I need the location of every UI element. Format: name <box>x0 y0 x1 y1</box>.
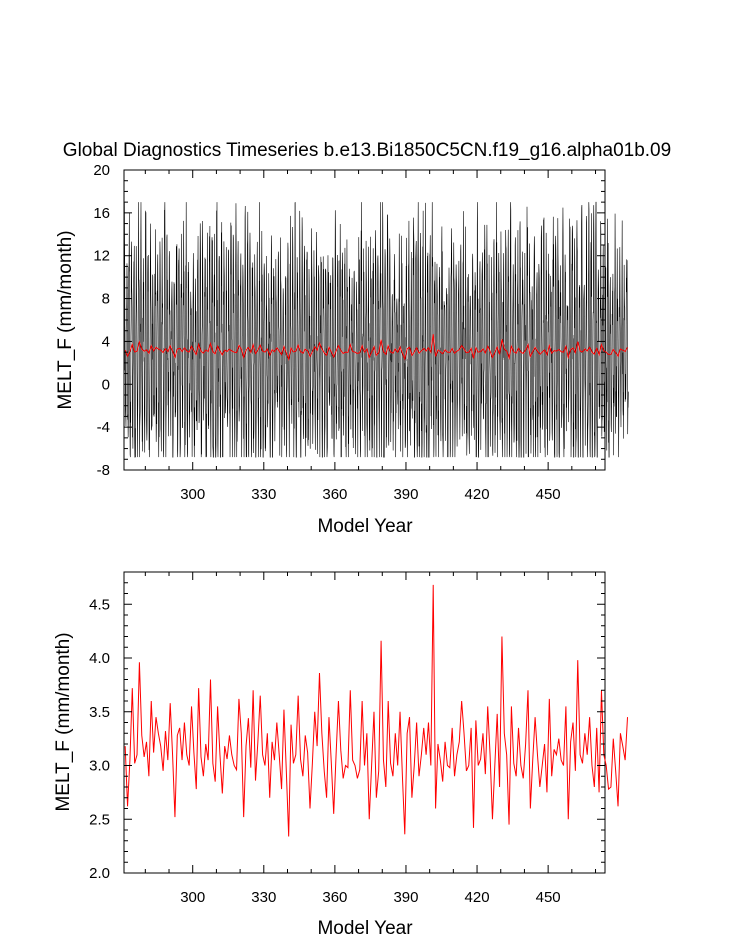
bottom-y-axis-label: MELT_F (mm/month) <box>53 632 74 811</box>
top-y-tick-label: 8 <box>102 291 110 308</box>
top-y-tick-label: 16 <box>93 205 110 222</box>
bottom-x-tick-label: 360 <box>322 889 347 906</box>
annual-mean-line <box>124 334 628 362</box>
bottom-x-tick-label: 300 <box>180 889 205 906</box>
bottom-x-axis-label: Model Year <box>317 918 413 939</box>
top-x-tick-label: 300 <box>180 486 205 503</box>
bottom-plot-frame <box>123 571 606 874</box>
bottom-y-tick-label: 4.0 <box>89 650 110 667</box>
top-ticks: 300 330 360 390 420 450 -8 -4 0 4 8 12 16 20 <box>93 162 605 503</box>
bottom-y-tick-label: 2.0 <box>89 865 110 882</box>
top-y-tick-label: 4 <box>102 333 110 350</box>
top-x-axis-label: Model Year <box>317 516 413 537</box>
top-x-tick-label: 330 <box>251 486 276 503</box>
top-x-tick-label: 360 <box>322 486 347 503</box>
top-y-tick-label: -4 <box>97 419 110 436</box>
bottom-y-tick-label: 2.5 <box>89 811 110 828</box>
top-y-tick-label: -8 <box>97 462 110 479</box>
bottom-y-tick-label: 3.0 <box>89 758 110 775</box>
top-y-tick-label: 20 <box>93 162 110 179</box>
bottom-ticks: 300 330 360 390 420 450 2.0 2.5 3.0 3.5 4.0 4.5 <box>89 572 605 906</box>
top-x-tick-label: 420 <box>465 486 490 503</box>
bottom-x-tick-label: 450 <box>536 889 561 906</box>
annual-mean-line <box>124 584 629 837</box>
monthly-line <box>123 201 629 458</box>
top-x-tick-label: 390 <box>393 486 418 503</box>
chart-title: Global Diagnostics Timeseries b.e13.Bi18… <box>63 140 671 161</box>
bottom-x-tick-label: 390 <box>393 889 418 906</box>
top-y-axis-label: MELT_F (mm/month) <box>55 230 76 409</box>
top-annual-series <box>124 334 628 362</box>
top-y-tick-label: 12 <box>93 248 110 265</box>
bottom-x-tick-label: 420 <box>465 889 490 906</box>
bottom-panel: 300 330 360 390 420 450 2.0 2.5 3.0 3.5 4.0 4.5 Mod… <box>53 571 629 939</box>
bottom-y-tick-label: 3.5 <box>89 704 110 721</box>
bottom-x-tick-label: 330 <box>251 889 276 906</box>
bottom-y-tick-label: 4.5 <box>89 596 110 613</box>
top-x-tick-label: 450 <box>536 486 561 503</box>
top-monthly-series <box>123 201 629 458</box>
top-y-tick-label: 0 <box>102 376 110 393</box>
top-panel: Global Diagnostics Timeseries b.e13.Bi18… <box>55 140 671 537</box>
bottom-annual-series <box>124 584 629 837</box>
